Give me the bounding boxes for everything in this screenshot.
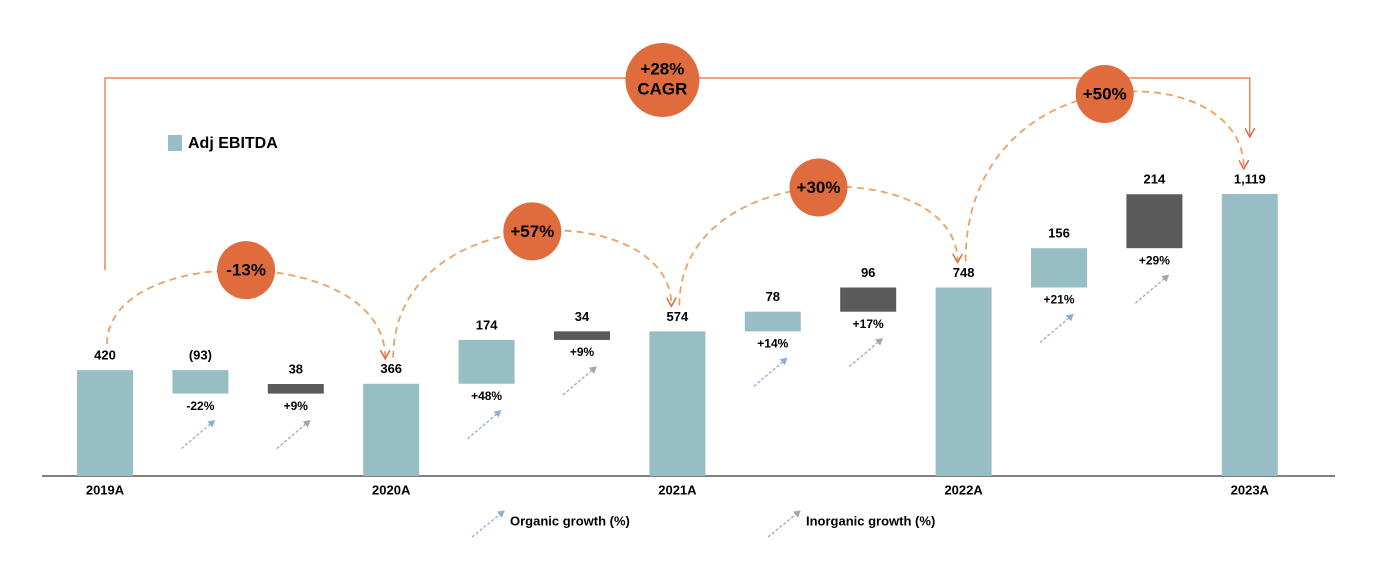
value-label: 214 (1144, 172, 1166, 187)
value-label: 420 (94, 348, 116, 363)
bar (1221, 194, 1278, 476)
value-label: 574 (667, 309, 689, 324)
bar (363, 383, 420, 476)
growth-label: +48% (471, 389, 502, 403)
bar (649, 331, 706, 476)
growth-arrow (1039, 313, 1074, 343)
cagr-label: CAGR (637, 79, 687, 98)
x-tick-label: 2019A (86, 482, 125, 497)
growth-badge-label: +57% (510, 222, 554, 241)
legend-label: Inorganic growth (%) (806, 513, 935, 528)
value-label: (93) (189, 348, 212, 363)
growth-arc (964, 90, 1244, 262)
growth-arrow (848, 338, 883, 368)
bar (935, 287, 992, 476)
growth-arrow (180, 419, 216, 450)
growth-label: +9% (284, 399, 309, 413)
growth-arrow (562, 366, 597, 396)
legend-swatch (168, 135, 182, 151)
bar (1126, 194, 1183, 249)
growth-badge (1075, 65, 1134, 124)
legend-label: Organic growth (%) (510, 513, 630, 528)
x-tick-label: 2023A (1231, 482, 1270, 497)
value-label: 748 (953, 265, 975, 280)
growth-arrow (276, 419, 311, 450)
legend-label: Adj EBITDA (188, 135, 278, 152)
cagr-badge (625, 43, 700, 117)
legend-arrow (767, 510, 801, 538)
bar (267, 384, 324, 394)
x-tick-label: 2021A (658, 482, 697, 497)
growth-arrow (467, 410, 502, 440)
growth-label: +29% (1139, 253, 1170, 267)
value-label: 78 (766, 289, 780, 304)
growth-arrow (753, 357, 788, 387)
bar (1031, 248, 1087, 288)
bar (840, 287, 897, 312)
growth-label: +14% (757, 337, 788, 351)
growth-badge (503, 202, 562, 261)
growth-label: +9% (570, 345, 595, 359)
legend-arrow (471, 510, 505, 538)
x-tick-label: 2022A (944, 482, 983, 497)
bar (77, 370, 133, 476)
value-label: 38 (289, 361, 303, 376)
value-label: 156 (1048, 226, 1070, 241)
growth-label: +21% (1043, 293, 1074, 307)
value-label: 34 (575, 309, 590, 324)
growth-label: +17% (853, 317, 884, 331)
growth-badge-label: +50% (1083, 84, 1127, 103)
growth-badge-label: -13% (226, 261, 266, 280)
value-label: 174 (476, 317, 498, 332)
growth-badge-label: +30% (797, 178, 841, 197)
bar (744, 311, 801, 332)
growth-arrow (1134, 274, 1170, 304)
growth-badge (217, 241, 276, 300)
bar (554, 331, 610, 340)
bar (458, 339, 515, 384)
bar (172, 370, 229, 394)
growth-badge (789, 158, 848, 217)
value-label: 1,119 (1234, 171, 1266, 186)
growth-label: -22% (186, 399, 214, 413)
value-label: 96 (861, 265, 875, 280)
value-label: 366 (380, 361, 402, 376)
cagr-label: +28% (640, 59, 684, 78)
x-tick-label: 2020A (372, 482, 411, 497)
